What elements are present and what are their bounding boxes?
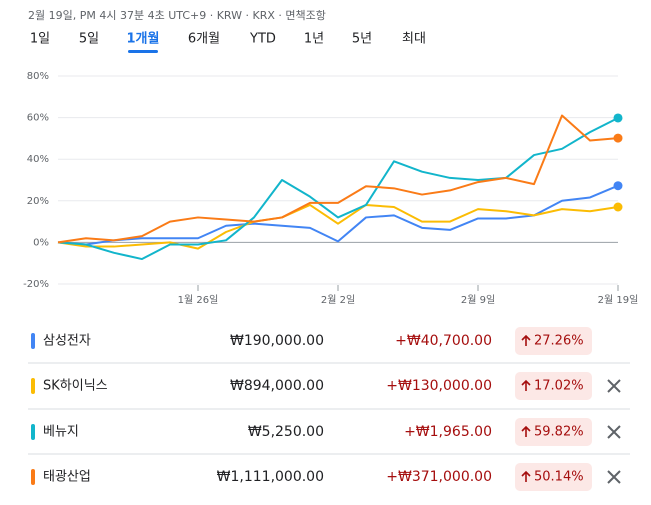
pct-badge	[515, 327, 592, 355]
price: ₩894,000.00	[230, 378, 324, 394]
series-swatch	[31, 333, 35, 349]
x-tick-label: 2월 9일	[461, 294, 495, 306]
price: ₩190,000.00	[230, 333, 324, 349]
series-line	[57, 203, 619, 250]
y-tick-label: 0%	[33, 237, 49, 248]
stock-name: 삼성전자	[43, 334, 91, 349]
series-swatch	[31, 469, 35, 485]
range-tab[interactable]: YTD	[249, 32, 276, 47]
range-tab[interactable]: 1년	[304, 32, 324, 47]
pct-change: 17.02%	[534, 379, 584, 394]
pct-badge	[515, 463, 592, 491]
end-dot	[613, 113, 623, 123]
up-arrow	[521, 334, 531, 346]
y-tick-label: 20%	[27, 196, 49, 207]
x-tick-label: 2월 19일	[598, 294, 639, 306]
remove-button[interactable]	[607, 379, 621, 393]
x-tick-label: 1월 26일	[178, 294, 219, 306]
price: ₩5,250.00	[248, 424, 324, 440]
up-arrow	[521, 379, 531, 391]
up-arrow	[521, 470, 531, 482]
change: +₩1,965.00	[404, 424, 492, 440]
change: +₩371,000.00	[386, 469, 492, 485]
series-line	[57, 114, 619, 244]
range-tab[interactable]: 5일	[79, 32, 99, 47]
remove-button[interactable]	[607, 425, 621, 439]
pct-change: 50.14%	[534, 470, 584, 485]
change: +₩40,700.00	[395, 333, 492, 349]
range-tab[interactable]: 최대	[402, 32, 426, 47]
end-dot	[613, 202, 623, 212]
up-arrow	[521, 425, 531, 437]
series-line	[57, 184, 619, 246]
y-tick-label: 80%	[27, 71, 49, 82]
y-tick-label: -20%	[23, 279, 49, 290]
x-tick-label: 2월 2일	[321, 294, 355, 306]
timestamp: 2월 19일, PM 4시 37분 4초 UTC+9 · KRW · KRX ·…	[28, 8, 326, 22]
price: ₩1,111,000.00	[217, 469, 324, 485]
range-tab[interactable]: 1개월	[127, 31, 160, 47]
series-swatch	[31, 424, 35, 440]
stock-name: 태광산업	[43, 470, 91, 485]
pct-badge	[515, 372, 592, 400]
change: +₩130,000.00	[386, 378, 492, 394]
range-tab[interactable]: 5년	[352, 32, 372, 47]
end-dot	[613, 133, 623, 143]
series-swatch	[31, 378, 35, 394]
series-line	[57, 117, 619, 261]
end-dot	[613, 181, 623, 191]
tab-underline	[128, 50, 158, 53]
stock-name: 베뉴지	[43, 425, 79, 440]
pct-change: 27.26%	[534, 334, 584, 349]
range-tab[interactable]: 6개월	[188, 32, 220, 47]
pct-badge	[515, 418, 592, 446]
stock-name: SK하이닉스	[43, 379, 108, 394]
pct-change: 59.82%	[534, 425, 584, 440]
y-tick-label: 60%	[27, 113, 49, 124]
y-tick-label: 40%	[27, 154, 49, 165]
range-tab[interactable]: 1일	[30, 32, 50, 47]
remove-button[interactable]	[607, 470, 621, 484]
